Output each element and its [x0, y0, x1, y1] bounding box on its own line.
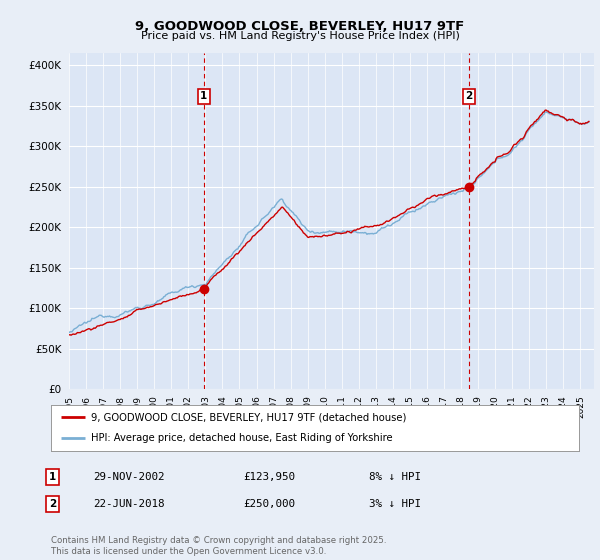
Text: 9, GOODWOOD CLOSE, BEVERLEY, HU17 9TF: 9, GOODWOOD CLOSE, BEVERLEY, HU17 9TF — [136, 20, 464, 32]
Text: 8% ↓ HPI: 8% ↓ HPI — [369, 472, 421, 482]
Text: Contains HM Land Registry data © Crown copyright and database right 2025.
This d: Contains HM Land Registry data © Crown c… — [51, 536, 386, 556]
Text: 29-NOV-2002: 29-NOV-2002 — [93, 472, 164, 482]
Text: Price paid vs. HM Land Registry's House Price Index (HPI): Price paid vs. HM Land Registry's House … — [140, 31, 460, 41]
Text: £123,950: £123,950 — [243, 472, 295, 482]
Text: 2: 2 — [466, 91, 473, 101]
Text: 9, GOODWOOD CLOSE, BEVERLEY, HU17 9TF (detached house): 9, GOODWOOD CLOSE, BEVERLEY, HU17 9TF (d… — [91, 412, 406, 422]
Text: 22-JUN-2018: 22-JUN-2018 — [93, 499, 164, 509]
Text: HPI: Average price, detached house, East Riding of Yorkshire: HPI: Average price, detached house, East… — [91, 433, 392, 444]
Text: 2: 2 — [49, 499, 56, 509]
Text: 1: 1 — [200, 91, 208, 101]
Text: 3% ↓ HPI: 3% ↓ HPI — [369, 499, 421, 509]
Text: 1: 1 — [49, 472, 56, 482]
Text: £250,000: £250,000 — [243, 499, 295, 509]
